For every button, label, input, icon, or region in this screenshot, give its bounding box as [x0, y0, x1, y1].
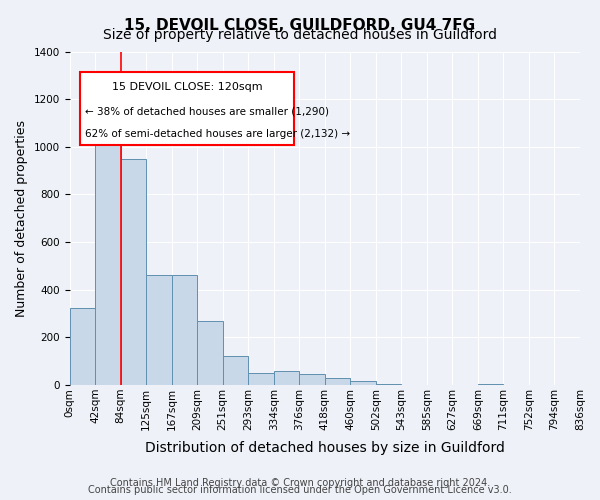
Bar: [223, 356, 248, 385]
Bar: [350, 382, 376, 385]
Text: 62% of semi-detached houses are larger (2,132) →: 62% of semi-detached houses are larger (…: [85, 129, 350, 139]
Bar: [70, 308, 95, 385]
Text: 15 DEVOIL CLOSE: 120sqm: 15 DEVOIL CLOSE: 120sqm: [112, 82, 262, 92]
Text: Contains public sector information licensed under the Open Government Licence v3: Contains public sector information licen…: [88, 485, 512, 495]
Text: Size of property relative to detached houses in Guildford: Size of property relative to detached ho…: [103, 28, 497, 42]
Bar: [146, 276, 172, 385]
Bar: [172, 276, 197, 385]
X-axis label: Distribution of detached houses by size in Guildford: Distribution of detached houses by size …: [145, 441, 505, 455]
Bar: [121, 158, 146, 385]
Bar: [197, 320, 223, 385]
Text: 15, DEVOIL CLOSE, GUILDFORD, GU4 7FG: 15, DEVOIL CLOSE, GUILDFORD, GU4 7FG: [124, 18, 476, 32]
Bar: [325, 378, 350, 385]
Bar: [478, 384, 503, 385]
Text: Contains HM Land Registry data © Crown copyright and database right 2024.: Contains HM Land Registry data © Crown c…: [110, 478, 490, 488]
Y-axis label: Number of detached properties: Number of detached properties: [15, 120, 28, 316]
Bar: [274, 370, 299, 385]
Bar: [299, 374, 325, 385]
FancyBboxPatch shape: [80, 72, 294, 145]
Bar: [248, 373, 274, 385]
Bar: [376, 384, 401, 385]
Text: ← 38% of detached houses are smaller (1,290): ← 38% of detached houses are smaller (1,…: [85, 107, 329, 117]
Bar: [95, 118, 121, 385]
